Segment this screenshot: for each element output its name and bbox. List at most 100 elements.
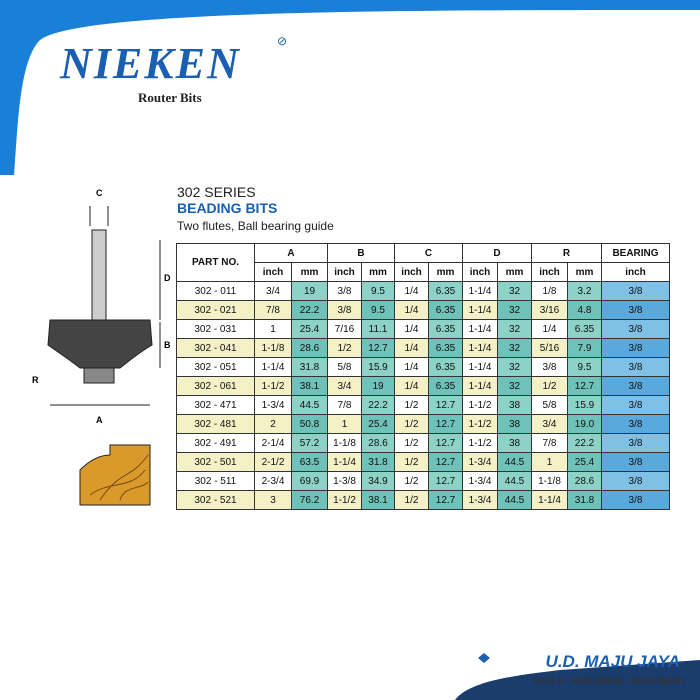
table-cell: 57.2 [291, 433, 328, 453]
table-cell: 32 [497, 376, 532, 396]
table-cell: 19.0 [567, 414, 602, 434]
unit-header: mm [291, 262, 328, 282]
table-cell: 34.9 [361, 471, 395, 491]
table-cell: 3/8 [601, 433, 670, 453]
table-cell: 28.6 [567, 471, 602, 491]
table-cell: 302 - 031 [176, 319, 255, 339]
table-cell: 3/8 [601, 376, 670, 396]
table-cell: 6.35 [428, 357, 463, 377]
table-cell: 31.8 [567, 490, 602, 510]
table-cell: 302 - 021 [176, 300, 255, 320]
table-cell: 302 - 481 [176, 414, 255, 434]
table-cell: 38 [497, 414, 532, 434]
brand-subtitle: Router Bits [138, 90, 202, 105]
table-cell: 69.9 [291, 471, 328, 491]
table-cell: 1/4 [394, 281, 429, 301]
data-row: 302 - 521 3 76.2 1-1/2 38.1 1/2 12.7 1-3/4 44.5 1… [176, 490, 670, 510]
table-cell: 1-1/4 [462, 319, 498, 339]
data-row: 302 - 061 1-1/2 38.1 3/4 19 1/4 6.35 1-1/4 32 1/2… [176, 376, 670, 396]
table-cell: 302 - 051 [176, 357, 255, 377]
table-cell: 22.2 [567, 433, 602, 453]
table-cell: 1/4 [394, 319, 429, 339]
table-cell: 6.35 [567, 319, 602, 339]
table-cell: 6.35 [428, 281, 463, 301]
table-cell: 31.8 [361, 452, 395, 472]
table-cell: 28.6 [291, 338, 328, 358]
table-cell: 2-3/4 [254, 471, 292, 491]
data-row: 302 - 041 1-1/8 28.6 1/2 12.7 1/4 6.35 1-1/4 32 5… [176, 338, 670, 358]
table-cell: 1/2 [394, 452, 429, 472]
company-name: U.D. MAJU JAYA [545, 652, 680, 671]
table-cell: 3/8 [601, 357, 670, 377]
series-description: Two flutes, Ball bearing guide [177, 219, 334, 233]
table-cell: 1-1/4 [462, 281, 498, 301]
group-header: B [327, 243, 395, 263]
table-cell: 19 [361, 376, 395, 396]
logo-mark: ⊘ [277, 34, 287, 48]
table-cell: 1 [531, 452, 568, 472]
table-cell: 302 - 061 [176, 376, 255, 396]
table-cell: 302 - 471 [176, 395, 255, 415]
table-cell: 28.6 [361, 433, 395, 453]
table-cell: 1-3/4 [462, 490, 498, 510]
table-cell: 4.8 [567, 300, 602, 320]
group-header: BEARING [601, 243, 670, 263]
data-row: 302 - 051 1-1/4 31.8 5/8 15.9 1/4 6.35 1-1/4 32 3… [176, 357, 670, 377]
table-cell: 6.35 [428, 300, 463, 320]
table-cell: 1-1/4 [531, 490, 568, 510]
dim-label: R [32, 375, 39, 385]
table-cell: 12.7 [428, 433, 463, 453]
data-row: 302 - 481 2 50.8 1 25.4 1/2 12.7 1-1/2 38 3/4 19.0… [176, 414, 670, 434]
table-cell: 7/8 [327, 395, 362, 415]
group-header: C [394, 243, 463, 263]
table-cell: 11.1 [361, 319, 395, 339]
unit-header: inch [327, 262, 362, 282]
unit-header: mm [428, 262, 463, 282]
table-cell: 1/2 [531, 376, 568, 396]
unit-header: mm [497, 262, 532, 282]
table-cell: 44.5 [497, 452, 532, 472]
table-cell: 1/2 [394, 490, 429, 510]
table-cell: 12.7 [361, 338, 395, 358]
group-header: A [254, 243, 328, 263]
table-cell: 12.7 [567, 376, 602, 396]
table-cell: 2-1/2 [254, 452, 292, 472]
data-row: 302 - 491 2-1/4 57.2 1-1/8 28.6 1/2 12.7 1-1/2 3… [176, 433, 670, 453]
table-cell: 3/4 [327, 376, 362, 396]
data-row: 302 - 031 1 25.4 7/16 11.1 1/4 6.35 1-1/4 32 1/4 6… [176, 319, 670, 339]
series-name: BEADING BITS [177, 200, 278, 216]
data-row: 302 - 021 7/8 22.2 3/8 9.5 1/4 6.35 1-1/4 32 3/16… [176, 300, 670, 320]
table-cell: 1-1/2 [462, 395, 498, 415]
wood-profile [79, 444, 151, 506]
table-cell: 5/16 [531, 338, 568, 358]
table-cell: 3/8 [601, 414, 670, 434]
dim-label: B [164, 340, 171, 350]
data-row: 302 - 471 1-3/4 44.5 7/8 22.2 1/2 12.7 1-1/2 38 5… [176, 395, 670, 415]
table-cell: 38 [497, 433, 532, 453]
table-cell: 7/8 [531, 433, 568, 453]
table-cell: 1/4 [394, 376, 429, 396]
unit-row: inch mm inch mm inch mm inch mm inch mm inch [177, 262, 670, 282]
series-code: 302 SERIES [177, 184, 256, 200]
table-cell: 5/8 [531, 395, 568, 415]
table-cell: 3/8 [601, 338, 670, 358]
table-cell: 1/8 [531, 281, 568, 301]
table-cell: 9.5 [361, 281, 395, 301]
table-cell: 3/16 [531, 300, 568, 320]
top-band [0, 0, 700, 175]
table-cell: 2 [254, 414, 292, 434]
table-cell: 1 [254, 319, 292, 339]
spec-table: PART NO. A B C D R BEARING inch mm inch mm inch mm in… [176, 243, 670, 510]
table-cell: 1/4 [531, 319, 568, 339]
unit-header: inch [531, 262, 568, 282]
table-cell: 1-1/2 [462, 433, 498, 453]
unit-header: inch [462, 262, 498, 282]
table-cell: 12.7 [428, 414, 463, 434]
dim-label: D [164, 273, 171, 283]
table-cell: 25.4 [361, 414, 395, 434]
unit-header: inch [601, 262, 670, 282]
table-cell: 1/2 [394, 414, 429, 434]
table-cell: 22.2 [361, 395, 395, 415]
